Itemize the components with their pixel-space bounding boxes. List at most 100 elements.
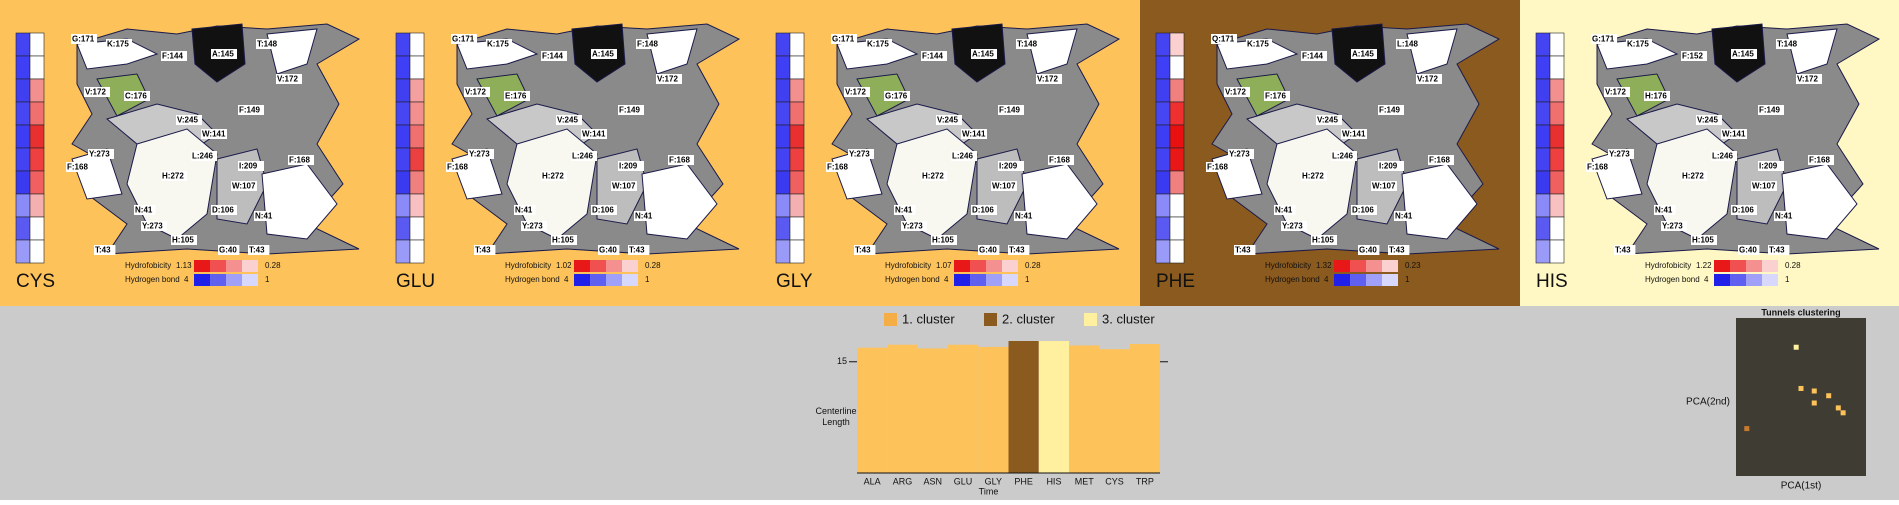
panel-name: GLY — [776, 271, 813, 292]
residue-label: N:41 — [515, 206, 533, 215]
residue-label: F:168 — [1587, 163, 1608, 172]
residue-label: V:172 — [845, 88, 866, 97]
residue-label-box — [591, 49, 617, 59]
legend-swatch — [1382, 260, 1398, 272]
legend-swatch — [984, 313, 997, 326]
residue-label-box — [611, 181, 637, 191]
strip-cell — [775, 216, 791, 241]
residue-label-box — [71, 34, 97, 44]
strip-cell — [1535, 55, 1551, 80]
legend-swatch — [1746, 260, 1762, 272]
bar — [857, 347, 888, 473]
strip-cell — [1169, 32, 1185, 57]
y-axis-label: Centerline Length — [815, 406, 856, 427]
residue-label: I:209 — [619, 162, 638, 171]
bar — [1069, 345, 1100, 473]
tunnel-map: G:171 K:175 F:144 A:145 F:148 V:172 V:172 E:176… — [446, 23, 741, 255]
residue-label: I:209 — [239, 162, 258, 171]
x-tick-label: GLU — [954, 476, 973, 486]
residue-label-box — [1016, 39, 1042, 49]
residue-label: K:175 — [1627, 40, 1649, 49]
residue-label: T:148 — [1017, 40, 1038, 49]
residue-label: T:148 — [257, 40, 278, 49]
residue-label-box — [1351, 49, 1377, 59]
residue-label: H:105 — [932, 236, 954, 245]
bar — [1008, 341, 1039, 473]
legend-value: 4 — [184, 275, 189, 284]
strip-cell — [1535, 32, 1551, 57]
residue-label-box — [248, 245, 270, 255]
scatter-title: Tunnels clustering — [1761, 307, 1840, 317]
residue-label: T:43 — [249, 246, 265, 255]
strip-cell — [15, 101, 31, 126]
residue-label: T:43 — [855, 246, 871, 255]
strip-cell — [775, 101, 791, 126]
residue-label-box — [628, 245, 650, 255]
residue-label-box — [848, 149, 874, 159]
residue-label: A:145 — [972, 50, 994, 59]
legend-swatch — [884, 313, 897, 326]
residue-label-box — [464, 87, 490, 97]
residue-label: Y:273 — [1229, 150, 1250, 159]
panel-name: HIS — [1536, 271, 1568, 292]
residue-label-box — [1048, 155, 1074, 165]
residue-label: Y:273 — [469, 150, 490, 159]
legend-value: 1 — [1785, 275, 1790, 284]
strip-cell — [15, 216, 31, 241]
residue-label: K:175 — [487, 40, 509, 49]
residue-label-box — [1711, 151, 1737, 161]
map-region — [1781, 163, 1858, 240]
residue-label: L:148 — [1397, 40, 1418, 49]
residue-label: L:246 — [572, 152, 593, 161]
residue-label: N:41 — [1655, 206, 1673, 215]
strip-cell — [1549, 170, 1565, 195]
residue-label: G:171 — [832, 35, 855, 44]
residue-label-box — [591, 205, 617, 215]
scatter-point — [1835, 405, 1841, 411]
residue-label-box — [1301, 51, 1327, 61]
tunnel-map: G:171 K:175 F:144 A:145 T:148 V:172 V:172 G:176… — [826, 23, 1121, 255]
residue-label: T:43 — [1389, 246, 1405, 255]
residue-label-box — [1281, 221, 1307, 231]
residue-label-box — [1341, 129, 1367, 139]
residue-label-box — [971, 49, 997, 59]
residue-label: C:176 — [125, 92, 147, 101]
residue-label: I:209 — [1759, 162, 1778, 171]
strip-cell — [29, 193, 45, 218]
residue-label-box — [668, 155, 694, 165]
x-tick-label: GLY — [985, 476, 1002, 486]
legend-value: 1.13 — [176, 261, 192, 270]
strip-cell — [29, 55, 45, 80]
strip-cell — [15, 55, 31, 80]
strip-cell — [1535, 78, 1551, 103]
residue-label-box — [978, 245, 1000, 255]
strip-cell — [29, 101, 45, 126]
residue-label-box — [571, 151, 597, 161]
strip-cell — [395, 78, 411, 103]
legend-swatch — [606, 274, 622, 286]
residue-label: Y:273 — [902, 222, 923, 231]
residue-label-box — [106, 39, 132, 49]
residue-label-box — [231, 181, 257, 191]
legend-value: 1.02 — [556, 261, 572, 270]
residue-label: V:172 — [85, 88, 106, 97]
residue-label: F:149 — [239, 106, 260, 115]
residue-label-box — [1604, 87, 1630, 97]
residue-label-box — [211, 205, 237, 215]
residue-label-box — [1661, 221, 1687, 231]
residue-label: F:144 — [922, 52, 943, 61]
x-tick-label: ARG — [893, 476, 913, 486]
strip-cell — [29, 124, 45, 149]
strip-cell — [1169, 170, 1185, 195]
residue-label: F:144 — [162, 52, 183, 61]
residue-label: T:43 — [1615, 246, 1631, 255]
legend-label: Hydrofobicity — [505, 261, 551, 270]
residue-label: T:43 — [1235, 246, 1251, 255]
strip-cell — [1549, 32, 1565, 57]
residue-label: F:176 — [1265, 92, 1286, 101]
residue-label-box — [1768, 245, 1790, 255]
strip-cell — [775, 239, 791, 264]
legend-swatch — [1002, 274, 1018, 286]
strip-cell — [789, 124, 805, 149]
